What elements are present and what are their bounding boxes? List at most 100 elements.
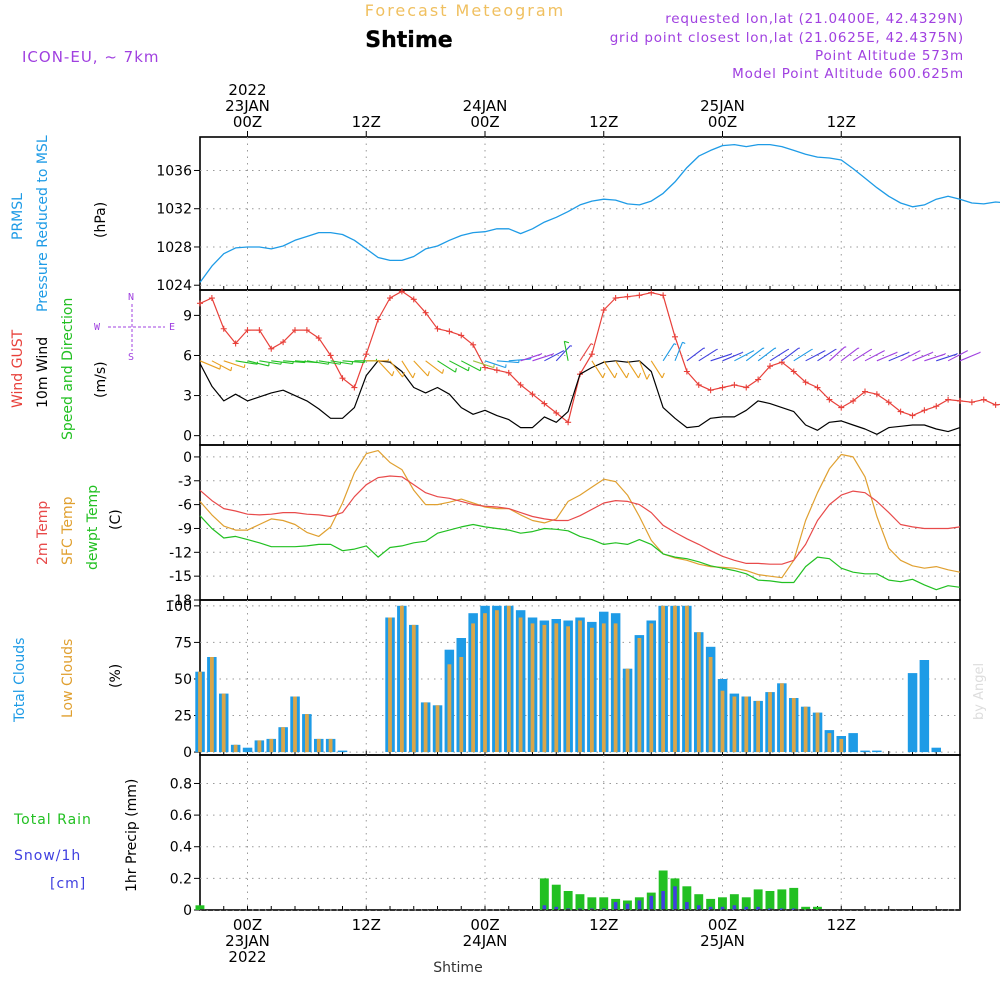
low-cloud-bar [744, 696, 749, 753]
precip-panel: 0 0.2 0.4 0.6 0.8 [170, 754, 961, 919]
bottom-axis-label: 00Z [233, 916, 262, 934]
pressure-side-labels: PRMSL Pressure Reduced to MSL (hPa) [10, 135, 109, 312]
low-cloud-bar [411, 624, 416, 753]
footer-station: Shtime [433, 960, 482, 976]
precip-title-snow: Snow/1h [14, 848, 81, 864]
gust-marker [957, 397, 963, 404]
total-cloud-bar [872, 750, 882, 753]
rain-bar [587, 897, 597, 910]
gust-marker [197, 300, 203, 307]
wind-barb [425, 360, 443, 374]
wind-barb [508, 358, 531, 362]
precip-side-labels: Total Rain Snow/1h [cm] 1hr Precip (mm) [13, 779, 140, 892]
wind-barb [544, 350, 564, 362]
wind-barb [460, 360, 481, 372]
low-cloud-bar [506, 605, 511, 752]
gust-marker [398, 288, 405, 295]
y-tick-label: 1024 [156, 278, 192, 294]
low-cloud-bar [637, 638, 642, 753]
wind-barb-head [908, 351, 910, 353]
wind-panel: 0 3 6 9 [183, 288, 1000, 446]
snow-bar [649, 895, 654, 910]
wind-barb [852, 348, 872, 362]
top-axis-label: 00Z [233, 113, 262, 131]
low-cloud-bar [316, 738, 321, 753]
rain-bar [706, 898, 716, 910]
sfc-temp-line [199, 450, 961, 579]
wind-barb-head [602, 372, 606, 379]
snow-bar [673, 886, 677, 910]
low-cloud-bar [281, 727, 285, 753]
rain-bar [551, 884, 561, 910]
top-axis-label: 12Z [827, 113, 856, 131]
brand-title: Forecast Meteogram [365, 1, 565, 20]
low-cloud-bar [673, 605, 677, 752]
wind-barb-head [412, 372, 416, 379]
y-tick-label: -12 [169, 545, 192, 561]
wind-barb [686, 347, 705, 362]
clouds-panel: 0 25 50 75 100 [165, 599, 961, 761]
bottom-axis-label: 23JAN [225, 932, 270, 950]
wind-barb [603, 360, 616, 379]
point-altitude: Point Altitude 573m [815, 48, 964, 64]
wind-barb [591, 360, 604, 379]
top-axis-label: 00Z [708, 113, 737, 131]
model-altitude: Model Point Altitude 600.625m [732, 66, 964, 82]
wind-barb [437, 360, 456, 373]
gust-marker [434, 325, 441, 332]
wind-barb [627, 360, 639, 379]
wind-barb [947, 350, 968, 362]
total-cloud-bar [242, 747, 253, 753]
watermark: by Angel [972, 663, 987, 720]
temperature-side-labels: 2m Temp SFC Temp dewpt Temp (C) [35, 485, 124, 570]
rain-bar [599, 897, 609, 910]
wind-barb [259, 360, 282, 365]
gust-marker [244, 327, 251, 334]
low-cloud-bar [495, 610, 499, 752]
gust-marker [315, 335, 322, 342]
y-tick-label: 0 [183, 450, 192, 466]
wind-barb-head [467, 366, 470, 371]
snow-bar [792, 908, 796, 910]
gust-marker [339, 375, 346, 382]
low-cloud-bar [198, 671, 202, 753]
wind-barb-head [230, 366, 233, 371]
wind-barb [271, 360, 294, 365]
low-cloud-bar [305, 714, 309, 753]
wind-barb-head [590, 343, 594, 346]
low-cloud-bar [613, 623, 618, 753]
y-tick-label: 0.4 [170, 840, 192, 856]
wind-barb [520, 353, 542, 362]
wind-barb [734, 350, 754, 362]
low-cloud-bar [435, 705, 440, 753]
y-tick-label: -6 [178, 498, 192, 514]
low-cloud-bar [803, 706, 808, 752]
temp-title-dewpt: dewpt Temp [85, 485, 101, 570]
gust-marker [517, 381, 524, 388]
gust-marker [755, 376, 762, 383]
snow-bar [744, 906, 749, 910]
gust-marker [826, 396, 833, 403]
bottom-axis-label: 00Z [470, 916, 499, 934]
low-cloud-bar [518, 617, 523, 752]
gust-marker [422, 309, 429, 316]
gust-marker [588, 351, 595, 358]
wind-barb-head [570, 345, 573, 347]
wind-barb [342, 360, 365, 364]
bottom-axis-label: 00Z [708, 916, 737, 934]
gust-marker [968, 399, 975, 406]
bottom-axis-label: 24JAN [463, 932, 508, 950]
wind-barb [650, 360, 663, 379]
wind-barb [805, 350, 825, 362]
wind-barb-head [673, 343, 677, 346]
wind-barb [936, 353, 958, 362]
wind-barb [781, 347, 800, 362]
wind-barb [389, 360, 404, 378]
wind-barb [401, 360, 414, 379]
low-cloud-bar [756, 700, 760, 753]
gust-marker [612, 295, 619, 302]
low-cloud-bar [578, 620, 582, 753]
gust-marker [850, 397, 857, 404]
